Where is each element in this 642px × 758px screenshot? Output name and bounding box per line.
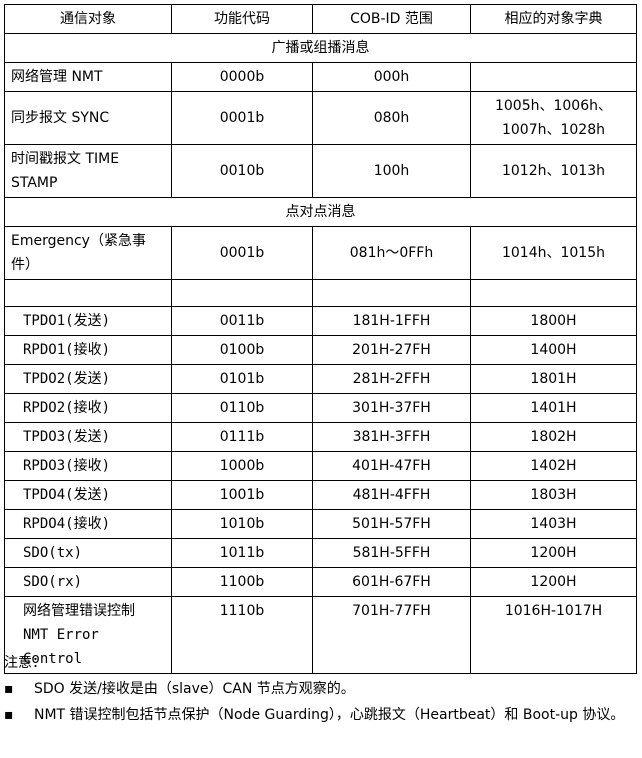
- table-cell: [312, 279, 471, 307]
- table-cell: 0100b: [171, 335, 313, 365]
- table-cell: 1803H: [470, 480, 637, 510]
- table-cell: 281H-2FFH: [312, 364, 471, 394]
- table-cell: 1016H-1017H: [470, 596, 637, 674]
- table-cell: 100h: [312, 144, 471, 198]
- table-cell: [171, 279, 313, 307]
- table-cell: 501H-57FH: [312, 509, 471, 539]
- table-cell: SDO(rx): [4, 567, 172, 597]
- table-cell: 0010b: [171, 144, 313, 198]
- table-row: SDO(rx) 1100b 601H-67FH 1200H: [4, 567, 637, 597]
- table-cell: 0001b: [171, 91, 313, 145]
- header-cell: COB-ID 范围: [312, 4, 471, 34]
- section-row: 点对点消息: [4, 197, 637, 227]
- table-cell: 201H-27FH: [312, 335, 471, 365]
- table-cell: 网络管理错误控制 NMT Error Control: [4, 596, 172, 674]
- section-cell: 广播或组播消息: [4, 33, 637, 63]
- section-row: 广播或组播消息: [4, 33, 637, 63]
- table-row: TPDO2(发送) 0101b 281H-2FFH 1801H: [4, 364, 637, 394]
- note-text: NMT 错误控制包括节点保护（Node Guarding），心跳报文（Heart…: [34, 707, 625, 723]
- table-cell: 1200H: [470, 538, 637, 568]
- table-cell: 1200H: [470, 567, 637, 597]
- table-cell: [470, 62, 637, 92]
- table-cell: Emergency（紧急事件）: [4, 226, 172, 280]
- table-cell: 701H-77FH: [312, 596, 471, 674]
- table-cell: 1802H: [470, 422, 637, 452]
- table-cell: 1800H: [470, 306, 637, 336]
- table-cell: TPDO1(发送): [4, 306, 172, 336]
- table-cell: TPDO4(发送): [4, 480, 172, 510]
- header-cell: 通信对象: [4, 4, 172, 34]
- table-cell: SDO(tx): [4, 538, 172, 568]
- table-cell: 301H-37FH: [312, 393, 471, 423]
- table-cell: 080h: [312, 91, 471, 145]
- table-cell: RPDO3(接收): [4, 451, 172, 481]
- table-cell: 0101b: [171, 364, 313, 394]
- note-item: ▪ NMT 错误控制包括节点保护（Node Guarding），心跳报文（Hear…: [4, 707, 625, 723]
- table-cell: TPDO2(发送): [4, 364, 172, 394]
- table-cell: 1014h、1015h: [470, 226, 637, 280]
- table-cell: 381H-3FFH: [312, 422, 471, 452]
- table-cell: 1401H: [470, 393, 637, 423]
- table-cell: 1000b: [171, 451, 313, 481]
- table-cell: 0111b: [171, 422, 313, 452]
- table-cell: 1110b: [171, 596, 313, 674]
- table-cell: [4, 279, 172, 307]
- table-cell: 同步报文 SYNC: [4, 91, 172, 145]
- section-cell: 点对点消息: [4, 197, 637, 227]
- table-row: TPDO1(发送) 0011b 181H-1FFH 1800H: [4, 306, 637, 336]
- table-row: 时间戳报文 TIME STAMP 0010b 100h 1012h、1013h: [4, 144, 637, 198]
- table-cell: RPDO2(接收): [4, 393, 172, 423]
- table-cell: 401H-47FH: [312, 451, 471, 481]
- table-row: SDO(tx) 1011b 581H-5FFH 1200H: [4, 538, 637, 568]
- table-cell: 1001b: [171, 480, 313, 510]
- table-cell: 0110b: [171, 393, 313, 423]
- table-cell: 000h: [312, 62, 471, 92]
- table-cell: RPDO1(接收): [4, 335, 172, 365]
- table-cell: [470, 279, 637, 307]
- table-cell: 0001b: [171, 226, 313, 280]
- table: 通信对象 功能代码 COB-ID 范围 相应的对象字典 广播或组播消息 网络管理 …: [4, 4, 637, 674]
- table-cell: 时间戳报文 TIME STAMP: [4, 144, 172, 198]
- table-body: 通信对象 功能代码 COB-ID 范围 相应的对象字典 广播或组播消息 网络管理 …: [4, 4, 637, 674]
- table-row: Emergency（紧急事件） 0001b 081h～0FFh 1014h、1015h: [4, 226, 637, 280]
- table-row: RPDO2(接收) 0110b 301H-37FH 1401H: [4, 393, 637, 423]
- header-row: 通信对象 功能代码 COB-ID 范围 相应的对象字典: [4, 4, 637, 34]
- table-cell: TPDO3(发送): [4, 422, 172, 452]
- empty-row: [4, 279, 637, 307]
- table-row: TPDO3(发送) 0111b 381H-3FFH 1802H: [4, 422, 637, 452]
- table-cell: 0011b: [171, 306, 313, 336]
- table-cell: 601H-67FH: [312, 567, 471, 597]
- header-cell: 相应的对象字典: [470, 4, 637, 34]
- notes-title: 注意：: [4, 655, 46, 671]
- table-cell: 网络管理 NMT: [4, 62, 172, 92]
- table-row: 网络管理错误控制 NMT Error Control 1110b 701H-77FH…: [4, 596, 637, 674]
- header-cell: 功能代码: [171, 4, 313, 34]
- table-cell: 1100b: [171, 567, 313, 597]
- notes: 注意： ▪ SDO 发送/接收是由（slave）CAN 节点方观察的。 ▪ NMT …: [4, 650, 634, 728]
- table-row: 网络管理 NMT 0000b 000h: [4, 62, 637, 92]
- table-cell: 1801H: [470, 364, 637, 394]
- table-cell: 1012h、1013h: [470, 144, 637, 198]
- table-cell: 1402H: [470, 451, 637, 481]
- table-row: RPDO3(接收) 1000b 401H-47FH 1402H: [4, 451, 637, 481]
- table-cell: 0000b: [171, 62, 313, 92]
- table-row: 同步报文 SYNC 0001b 080h 1005h、1006h、1007h、1028…: [4, 91, 637, 145]
- table-cell: 1011b: [171, 538, 313, 568]
- table-cell: 481H-4FFH: [312, 480, 471, 510]
- table-cell: 1010b: [171, 509, 313, 539]
- table-row: RPDO4(接收) 1010b 501H-57FH 1403H: [4, 509, 637, 539]
- table-cell: 1005h、1006h、1007h、1028h: [470, 91, 637, 145]
- table-row: RPDO1(接收) 0100b 201H-27FH 1400H: [4, 335, 637, 365]
- table-frame: 通信对象 功能代码 COB-ID 范围 相应的对象字典 广播或组播消息 网络管理 …: [4, 4, 637, 674]
- table-cell: 181H-1FFH: [312, 306, 471, 336]
- note-item: ▪ SDO 发送/接收是由（slave）CAN 节点方观察的。: [4, 681, 355, 697]
- table-cell: 1403H: [470, 509, 637, 539]
- table-row: TPDO4(发送) 1001b 481H-4FFH 1803H: [4, 480, 637, 510]
- table-cell: RPDO4(接收): [4, 509, 172, 539]
- note-text: SDO 发送/接收是由（slave）CAN 节点方观察的。: [34, 681, 355, 697]
- table-cell: 081h～0FFh: [312, 226, 471, 280]
- table-cell: 581H-5FFH: [312, 538, 471, 568]
- table-cell: 1400H: [470, 335, 637, 365]
